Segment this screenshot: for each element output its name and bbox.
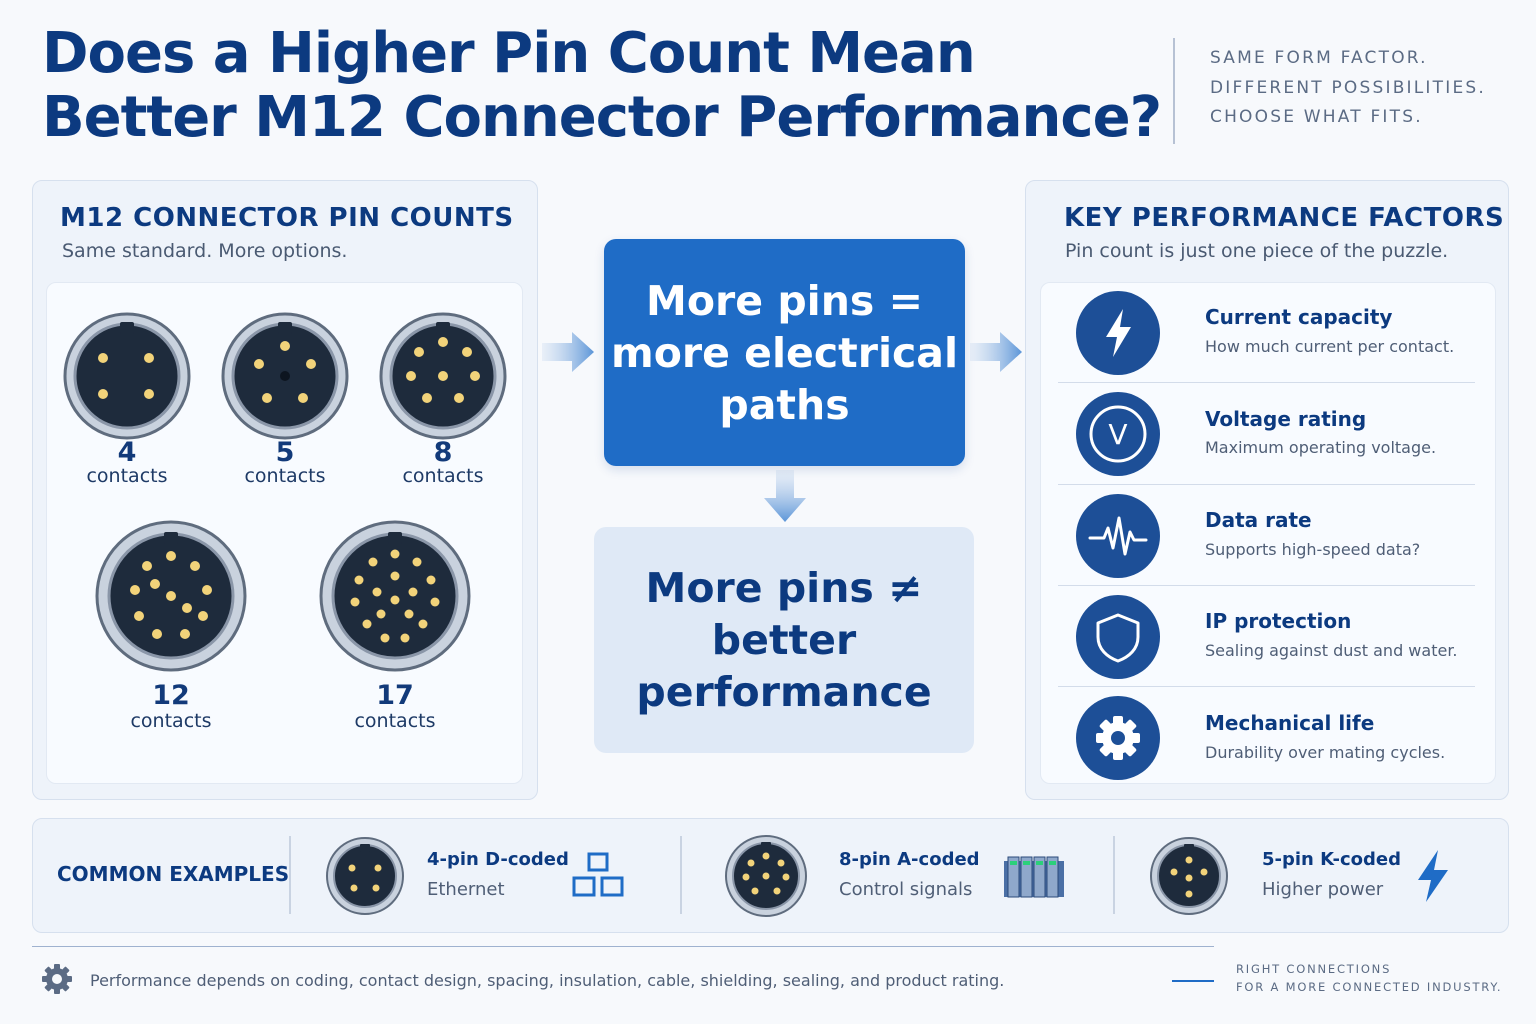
factors-subtitle: Pin count is just one piece of the puzzl…: [1065, 240, 1449, 262]
conclusion-line: performance: [636, 668, 932, 716]
factor-title: Mechanical life: [1205, 711, 1375, 735]
factor-title: Data rate: [1205, 508, 1312, 532]
lightning-icon: [1418, 850, 1448, 902]
connector-label: contacts: [354, 710, 436, 732]
connector-5-pin-icon: [221, 312, 349, 440]
connector-12-pin-icon: [95, 520, 247, 672]
connector-label: contacts: [130, 710, 212, 732]
footer-brand: RIGHT CONNECTIONS FOR A MORE CONNECTED I…: [1236, 960, 1502, 996]
tagline-divider: [1173, 38, 1175, 144]
tagline-line: CHOOSE WHAT FITS.: [1210, 107, 1423, 127]
divider: [1058, 585, 1475, 586]
title-line-1: Does a Higher Pin Count Mean: [42, 21, 976, 86]
factors-title: KEY PERFORMANCE FACTORS: [1064, 203, 1505, 233]
example-desc: Control signals: [839, 879, 973, 900]
connector-8-pin-icon: [379, 312, 507, 440]
divider: [289, 836, 291, 914]
connector-count: 8: [433, 437, 453, 468]
brand-line: RIGHT CONNECTIONS: [1236, 962, 1392, 976]
factor-desc: How much current per contact.: [1205, 337, 1455, 356]
arrow-right-icon: [970, 332, 1022, 372]
lightning-icon: [1076, 291, 1160, 375]
factor-desc: Durability over mating cycles.: [1205, 743, 1446, 762]
connector-count: 4: [117, 437, 137, 468]
connector-count: 5: [275, 437, 295, 468]
tagline-line: DIFFERENT POSSIBILITIES.: [1210, 77, 1486, 98]
connector-label: contacts: [86, 465, 168, 487]
footer-note: Performance depends on coding, contact d…: [90, 971, 1005, 990]
example-name: 5-pin K-coded: [1262, 849, 1401, 870]
arrow-down-icon: [764, 470, 806, 522]
tagline-line: SAME FORM FACTOR.: [1210, 48, 1428, 68]
claim-line: paths: [719, 380, 850, 429]
footer-accent-line: [1172, 980, 1214, 982]
conclusion-line: More pins ≠: [645, 564, 923, 612]
arrow-right-icon: [542, 332, 594, 372]
example-desc: Ethernet: [427, 879, 505, 900]
network-icon: [572, 852, 624, 897]
voltage-glyph: V: [1108, 418, 1127, 451]
claim-line: more electrical: [610, 328, 959, 377]
divider: [1058, 382, 1475, 383]
claim-line: More pins =: [646, 276, 923, 325]
footer-divider: [32, 946, 1214, 947]
connector-8-pin-icon: [725, 835, 807, 917]
example-name: 4-pin D-coded: [427, 849, 569, 870]
connector-17-pin-icon: [319, 520, 471, 672]
connector-label: contacts: [244, 465, 326, 487]
connector-4-pin-icon: [63, 312, 191, 440]
factor-title: Current capacity: [1205, 305, 1393, 329]
divider: [1058, 484, 1475, 485]
divider: [1058, 686, 1475, 687]
waveform-icon: [1076, 494, 1160, 578]
pin-counts-title: M12 CONNECTOR PIN COUNTS: [60, 203, 514, 233]
connector-count: 17: [376, 680, 414, 711]
factor-title: Voltage rating: [1205, 407, 1367, 431]
conclusion-box: More pins ≠ better performance: [594, 527, 974, 753]
divider: [1113, 836, 1115, 914]
tagline: SAME FORM FACTOR. DIFFERENT POSSIBILITIE…: [1210, 44, 1530, 133]
gear-icon: [1076, 696, 1160, 780]
divider: [680, 836, 682, 914]
pin-counts-subtitle: Same standard. More options.: [62, 240, 348, 262]
connector-5-pin-icon: [1150, 837, 1228, 915]
connector-label: contacts: [402, 465, 484, 487]
connector-4-pin-icon: [326, 837, 404, 915]
factor-desc: Maximum operating voltage.: [1205, 438, 1437, 457]
shield-icon: [1076, 595, 1160, 679]
connector-count: 12: [152, 680, 190, 711]
brand-line: FOR A MORE CONNECTED INDUSTRY.: [1236, 980, 1503, 994]
example-desc: Higher power: [1262, 879, 1384, 900]
claim-box: More pins = more electrical paths: [604, 239, 965, 466]
page-title: Does a Higher Pin Count Mean Better M12 …: [42, 22, 1162, 150]
gear-icon: [42, 964, 72, 994]
voltage-icon: V: [1076, 392, 1160, 476]
factor-desc: Supports high-speed data?: [1205, 540, 1421, 559]
examples-label: COMMON EXAMPLES: [57, 862, 290, 886]
factor-desc: Sealing against dust and water.: [1205, 641, 1458, 660]
control-module-icon: [1004, 856, 1064, 898]
title-line-2: Better M12 Connector Performance?: [42, 85, 1162, 150]
factor-title: IP protection: [1205, 609, 1352, 633]
example-name: 8-pin A-coded: [839, 849, 980, 870]
conclusion-line: better: [711, 616, 857, 664]
